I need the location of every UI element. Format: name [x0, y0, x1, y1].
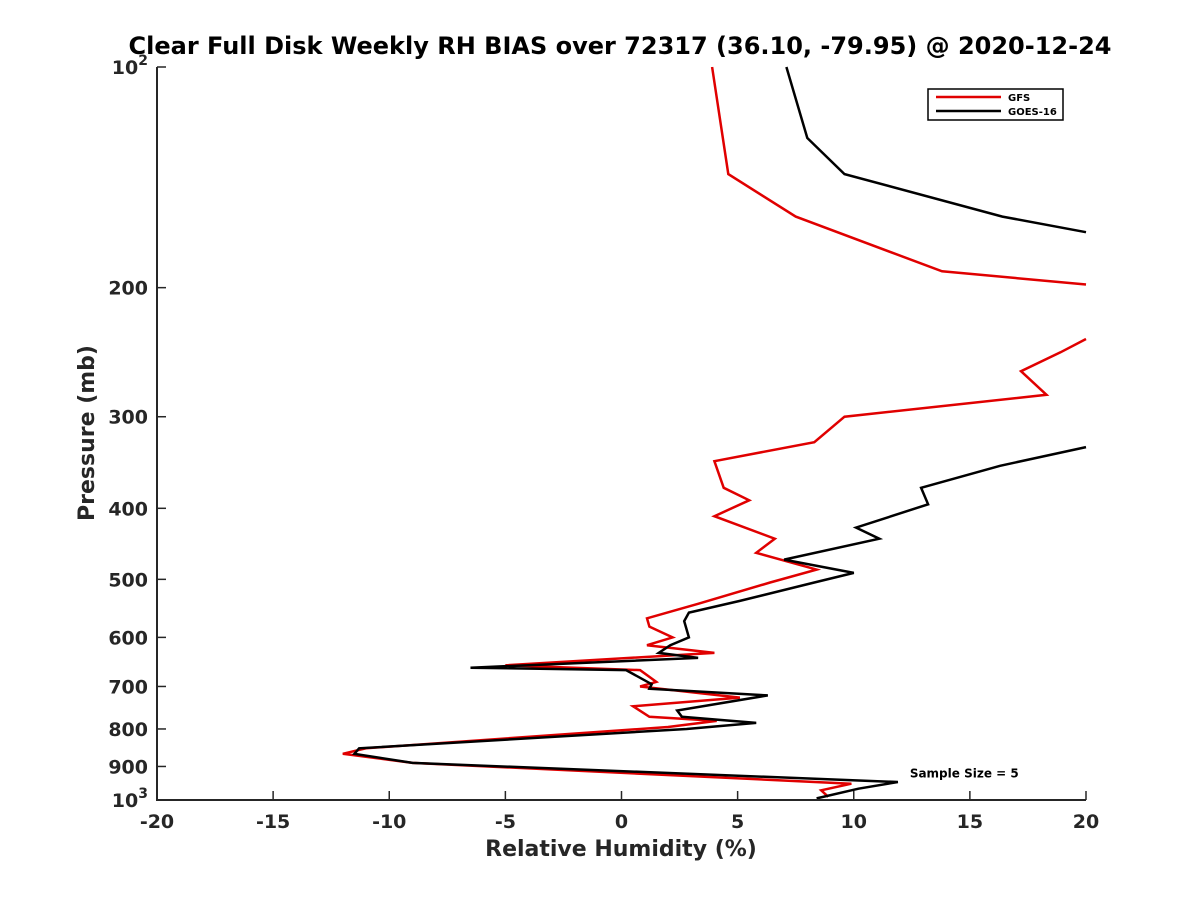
x-tick-label: -15 — [256, 811, 290, 833]
y-tick-label: 500 — [108, 569, 148, 591]
x-tick-label: -10 — [372, 811, 406, 833]
chart-title: Clear Full Disk Weekly RH BIAS over 7231… — [129, 32, 1112, 60]
sample-size-annotation: Sample Size = 5 — [910, 766, 1019, 780]
y-tick-label: 900 — [108, 756, 148, 778]
series-line-gfs-2 — [342, 337, 1087, 798]
y-tick-label: 800 — [108, 719, 148, 741]
x-tick-label: 0 — [615, 811, 628, 833]
legend-label-goes16: GOES-16 — [1008, 107, 1057, 118]
y-tick-label: 103 — [112, 786, 148, 812]
x-axis-label: Relative Humidity (%) — [485, 837, 757, 862]
x-tick-label: 10 — [841, 811, 867, 833]
series-line-goes16-2 — [351, 445, 1087, 800]
x-tick-label: 20 — [1073, 811, 1099, 833]
series-line-goes16-1 — [785, 66, 1087, 234]
y-tick-label: 600 — [108, 627, 148, 649]
y-axis-label: Pressure (mb) — [75, 345, 100, 521]
plot-axes: -20 -15 -10 -5 0 5 10 15 20 102 200 300 400 500 600 700… — [108, 53, 1099, 833]
y-tick-label: 102 — [112, 53, 148, 79]
legend-label-gfs: GFS — [1008, 93, 1030, 104]
series-layer — [342, 66, 1087, 800]
series-line-gfs-1 — [710, 66, 1087, 286]
y-tick-label: 300 — [108, 407, 148, 429]
x-tick-label: -5 — [495, 811, 516, 833]
y-tick-label: 200 — [108, 278, 148, 300]
y-tick-label: 700 — [108, 676, 148, 698]
x-tick-label: 5 — [731, 811, 744, 833]
y-tick-label: 400 — [108, 498, 148, 520]
x-tick-label: -20 — [140, 811, 174, 833]
x-tick-label: 15 — [957, 811, 983, 833]
legend-box — [927, 88, 1064, 121]
legend: GFS GOES-16 — [927, 88, 1064, 121]
